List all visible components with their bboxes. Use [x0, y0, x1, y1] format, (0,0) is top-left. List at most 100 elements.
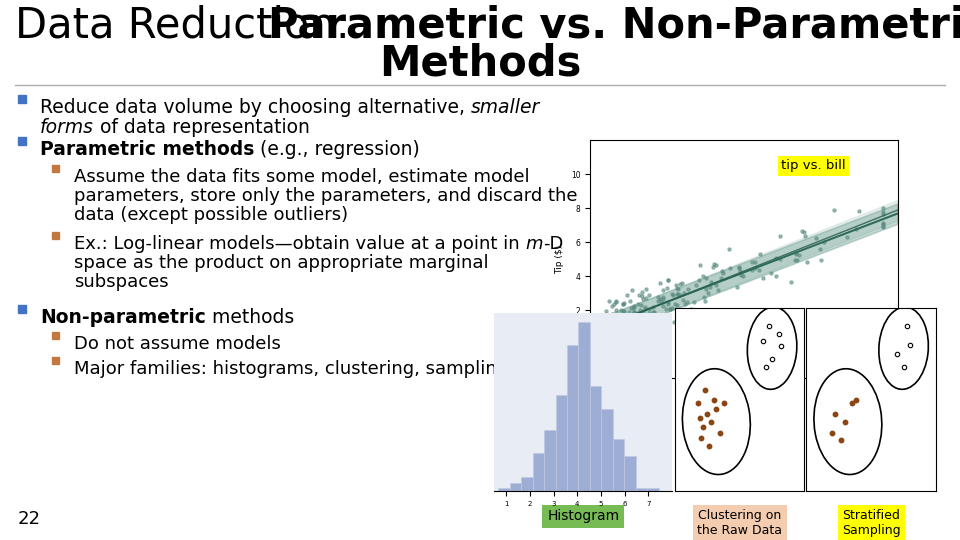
Bar — [18, 305, 26, 313]
Point — [650, 296, 665, 305]
Point — [603, 327, 618, 336]
Point — [735, 271, 751, 280]
Point — [747, 264, 762, 272]
Point — [674, 316, 689, 325]
Point — [604, 310, 619, 319]
Point — [611, 318, 626, 327]
Point — [674, 278, 689, 287]
Bar — [579, 322, 589, 491]
Point — [616, 322, 632, 331]
Point — [600, 331, 615, 340]
Point — [773, 231, 788, 240]
Text: tip vs. bill: tip vs. bill — [780, 159, 846, 172]
Point — [752, 266, 767, 275]
Text: (e.g., regression): (e.g., regression) — [254, 140, 420, 159]
Point — [699, 274, 714, 283]
Point — [798, 232, 813, 240]
Point — [619, 328, 635, 337]
Text: forms: forms — [40, 118, 94, 137]
Point — [626, 317, 641, 326]
Point — [627, 303, 642, 312]
Point — [604, 301, 619, 310]
Point — [732, 264, 747, 272]
Point — [604, 310, 619, 319]
Point — [792, 251, 807, 260]
Point — [658, 305, 673, 314]
Point — [616, 326, 632, 334]
Point — [616, 312, 632, 321]
Point — [601, 312, 616, 320]
X-axis label: total bill ($): total bill ($) — [717, 402, 771, 411]
Point — [631, 308, 646, 317]
Point — [664, 289, 680, 298]
Point — [635, 288, 650, 297]
Point — [876, 203, 891, 212]
Point — [606, 313, 621, 321]
Y-axis label: Tip ($): Tip ($) — [555, 245, 564, 274]
Point — [747, 258, 762, 267]
Point — [617, 330, 633, 339]
Point — [598, 331, 613, 340]
Point — [652, 295, 667, 304]
Bar — [636, 489, 647, 491]
Text: m: m — [525, 235, 542, 253]
Point — [627, 317, 642, 326]
Bar — [601, 409, 612, 491]
Point — [626, 308, 641, 317]
Point — [599, 316, 614, 325]
Point — [611, 318, 626, 326]
Point — [619, 311, 635, 320]
Bar — [52, 165, 59, 172]
Point — [788, 249, 804, 258]
Point — [662, 305, 678, 313]
Point — [629, 316, 644, 325]
Point — [664, 304, 680, 313]
Point — [601, 331, 616, 340]
Point — [647, 308, 662, 316]
Point — [706, 260, 721, 268]
Point — [637, 302, 653, 311]
Point — [876, 222, 891, 231]
Point — [715, 269, 731, 278]
Bar — [647, 489, 659, 491]
Bar — [52, 332, 59, 339]
Point — [645, 312, 660, 320]
Point — [678, 311, 693, 320]
Point — [654, 296, 669, 305]
Point — [603, 327, 618, 336]
Point — [615, 300, 631, 308]
Point — [680, 298, 695, 306]
Point — [684, 305, 699, 314]
Point — [598, 325, 613, 334]
Point — [617, 312, 633, 320]
Point — [624, 286, 639, 295]
Point — [611, 310, 626, 319]
Point — [797, 228, 812, 237]
Point — [733, 271, 749, 280]
Point — [646, 308, 661, 316]
Point — [612, 318, 628, 327]
Point — [695, 272, 710, 281]
Point — [607, 331, 622, 340]
Point — [876, 220, 891, 229]
Point — [703, 278, 718, 287]
Point — [602, 322, 617, 331]
Point — [710, 285, 726, 294]
Text: Assume the data fits some model, estimate model: Assume the data fits some model, estimat… — [74, 168, 530, 186]
Text: data (except possible outliers): data (except possible outliers) — [74, 206, 348, 224]
Point — [667, 318, 683, 327]
Text: Ex.: Log-linear models—obtain value at a point in: Ex.: Log-linear models—obtain value at a… — [74, 235, 525, 253]
Point — [601, 322, 616, 330]
Text: Do not assume models: Do not assume models — [74, 335, 281, 353]
Point — [660, 298, 675, 306]
Point — [634, 323, 649, 332]
Point — [678, 300, 693, 309]
Text: Parametric methods: Parametric methods — [40, 140, 254, 159]
Bar — [567, 345, 579, 491]
Point — [708, 281, 724, 289]
Point — [632, 291, 647, 299]
Point — [649, 317, 664, 326]
Point — [598, 331, 613, 340]
Point — [615, 300, 631, 308]
Text: Parametric vs. Non-Parametric: Parametric vs. Non-Parametric — [268, 5, 960, 47]
